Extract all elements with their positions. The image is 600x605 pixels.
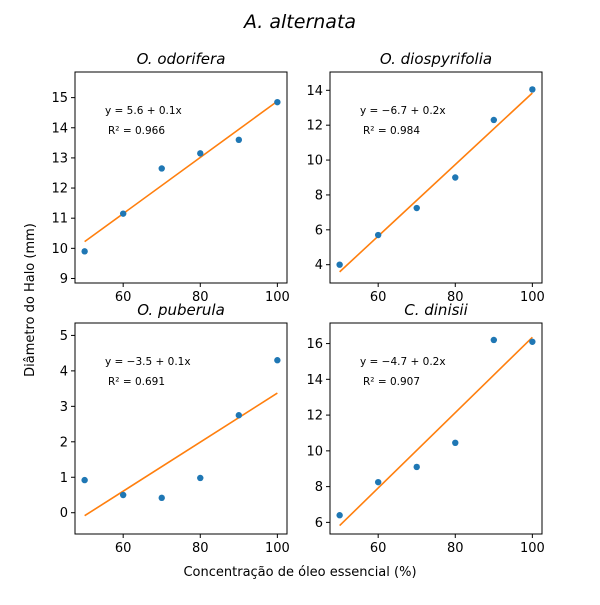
data-point bbox=[452, 439, 459, 447]
data-point bbox=[413, 463, 420, 471]
y-tick-label: 9 bbox=[60, 272, 68, 287]
data-point bbox=[529, 338, 536, 345]
data-point bbox=[529, 86, 536, 93]
y-tick-label: 4 bbox=[315, 258, 323, 273]
fit-equation: y = 5.6 + 0.1x bbox=[105, 105, 182, 117]
subplot-title: O. odorifera bbox=[137, 50, 226, 68]
axes-frame bbox=[329, 71, 543, 284]
data-point bbox=[197, 150, 204, 157]
y-tick-label: 16 bbox=[306, 337, 323, 352]
data-point bbox=[274, 357, 281, 364]
data-point bbox=[336, 512, 343, 519]
data-point bbox=[490, 116, 498, 124]
data-point bbox=[413, 204, 420, 212]
fit-equation: y = −3.5 + 0.1x bbox=[105, 356, 191, 368]
data-point bbox=[235, 136, 243, 144]
x-tick-label: 100 bbox=[520, 290, 545, 305]
subplot-3: O. puberula 60 80 100 0 1 2 3 4 5 y = −3.5 + 0.1x R… bbox=[60, 301, 290, 556]
data-point bbox=[374, 231, 382, 239]
fit-r-squared: R² = 0.966 bbox=[108, 125, 165, 137]
y-axis-label: Diâmetro do Halo (mm) bbox=[23, 223, 38, 377]
subplot-title: O. diospyrifolia bbox=[380, 50, 492, 68]
y-tick-label: 6 bbox=[315, 223, 323, 238]
data-point bbox=[197, 474, 204, 482]
data-point bbox=[235, 412, 243, 419]
y-tick-label: 10 bbox=[51, 242, 68, 257]
data-point bbox=[158, 494, 165, 502]
y-tick-label: 10 bbox=[306, 154, 323, 169]
y-tick-label: 8 bbox=[315, 480, 323, 495]
x-tick-label: 80 bbox=[447, 541, 464, 556]
regression-line bbox=[84, 392, 278, 517]
y-tick-label: 0 bbox=[60, 506, 68, 521]
fit-r-squared: R² = 0.691 bbox=[108, 376, 165, 388]
y-tick-label: 14 bbox=[306, 373, 323, 388]
y-tick-label: 12 bbox=[306, 409, 323, 424]
figure-suptitle: A. alternata bbox=[242, 11, 356, 33]
y-tick-label: 10 bbox=[306, 444, 323, 459]
axes-frame bbox=[74, 322, 288, 535]
y-tick-label: 5 bbox=[60, 329, 68, 344]
regression-line bbox=[84, 100, 278, 243]
y-tick-label: 8 bbox=[315, 188, 323, 203]
fit-r-squared: R² = 0.984 bbox=[363, 125, 420, 137]
y-tick-label: 14 bbox=[51, 121, 68, 136]
y-tick-label: 13 bbox=[51, 151, 68, 166]
fit-r-squared: R² = 0.907 bbox=[363, 376, 420, 388]
regression-line bbox=[339, 92, 533, 273]
subplot-1: O. odorifera 60 80 100 9 10 11 12 13 14 15 y = 5.6 … bbox=[51, 50, 289, 305]
subplot-2: O. diospyrifolia 60 80 100 4 6 8 10 12 14 y = −6.7… bbox=[306, 50, 544, 305]
data-point bbox=[81, 248, 88, 255]
x-tick-label: 100 bbox=[265, 290, 290, 305]
y-tick-label: 1 bbox=[60, 471, 68, 486]
x-tick-label: 100 bbox=[520, 541, 545, 556]
x-tick-label: 80 bbox=[192, 290, 209, 305]
data-point bbox=[119, 210, 127, 217]
data-point bbox=[336, 261, 343, 268]
y-tick-label: 14 bbox=[306, 84, 323, 99]
subplot-title: O. puberula bbox=[137, 301, 225, 319]
fit-equation: y = −6.7 + 0.2x bbox=[360, 105, 446, 117]
data-point bbox=[119, 491, 127, 499]
regression-line bbox=[339, 336, 533, 527]
axes-frame bbox=[74, 71, 288, 284]
data-point bbox=[158, 165, 165, 172]
subplot-4: C. dinisii 60 80 100 6 8 10 12 14 16 y = −4.7 + 0.… bbox=[306, 301, 544, 556]
axes-frame bbox=[329, 322, 543, 535]
x-tick-label: 100 bbox=[265, 541, 290, 556]
x-axis-label: Concentração de óleo essencial (%) bbox=[183, 565, 416, 580]
data-point bbox=[374, 478, 382, 486]
subplot-title: C. dinisii bbox=[404, 301, 468, 319]
x-tick-label: 60 bbox=[370, 290, 387, 305]
x-tick-label: 80 bbox=[447, 290, 464, 305]
x-tick-label: 80 bbox=[192, 541, 209, 556]
x-tick-label: 60 bbox=[115, 290, 132, 305]
fit-equation: y = −4.7 + 0.2x bbox=[360, 356, 446, 368]
y-tick-label: 2 bbox=[60, 435, 68, 450]
y-tick-label: 12 bbox=[306, 119, 323, 134]
y-tick-label: 11 bbox=[51, 212, 68, 227]
x-tick-label: 60 bbox=[115, 541, 132, 556]
data-point bbox=[274, 98, 281, 106]
data-point bbox=[452, 174, 459, 181]
y-tick-label: 15 bbox=[51, 91, 68, 106]
x-tick-label: 60 bbox=[370, 541, 387, 556]
y-tick-label: 3 bbox=[60, 400, 68, 415]
y-tick-label: 4 bbox=[60, 364, 68, 379]
y-tick-label: 6 bbox=[315, 516, 323, 531]
data-point bbox=[81, 476, 88, 484]
data-point bbox=[490, 336, 498, 344]
y-tick-label: 12 bbox=[51, 182, 68, 197]
